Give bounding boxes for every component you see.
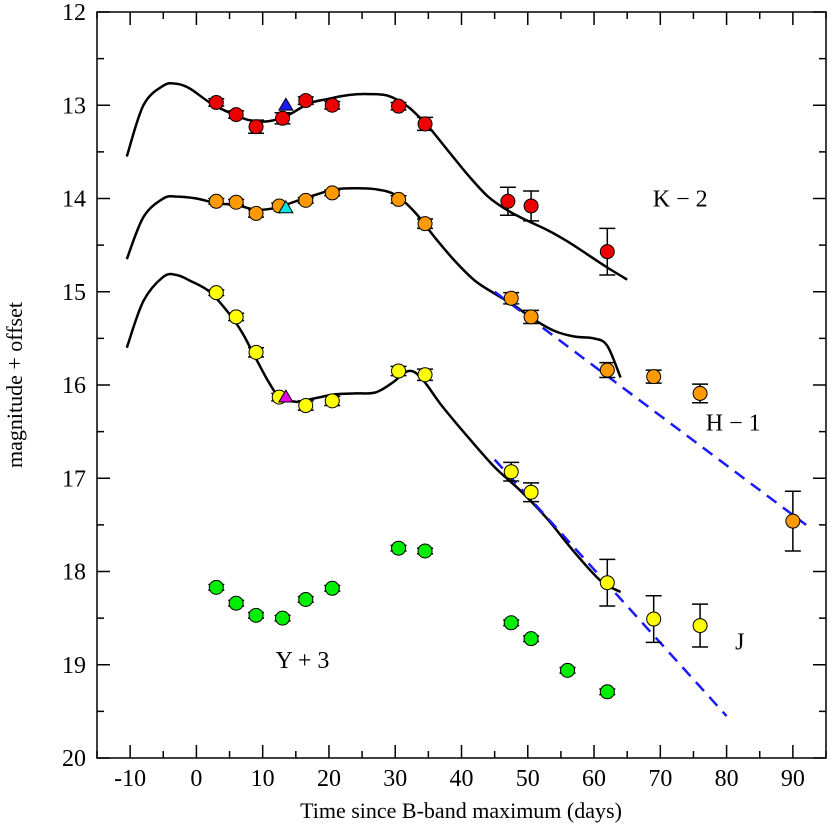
x-tick-label: 10 <box>251 766 275 792</box>
triangle-point <box>278 97 294 111</box>
data-point <box>391 540 407 556</box>
data-point <box>523 631 539 647</box>
data-point <box>228 595 244 611</box>
data-point <box>248 205 264 221</box>
x-tick-label: 20 <box>317 766 341 792</box>
data-points <box>208 93 801 700</box>
x-tick-label: 30 <box>383 766 407 792</box>
x-tick-label: 50 <box>516 766 540 792</box>
dashed-fit-line <box>493 290 807 526</box>
band-label: Y + 3 <box>275 648 329 674</box>
data-point <box>324 185 340 201</box>
band-label: J <box>735 629 744 655</box>
data-point <box>324 580 340 596</box>
data-point <box>208 579 224 595</box>
data-point <box>228 194 244 210</box>
data-point <box>646 611 662 627</box>
x-tick-label: 0 <box>190 766 202 792</box>
x-tick-label: -10 <box>114 766 146 792</box>
data-point <box>599 575 615 591</box>
x-tick-label: 60 <box>582 766 606 792</box>
data-point <box>417 367 433 383</box>
data-point <box>298 192 314 208</box>
data-point <box>417 216 433 232</box>
y-tick-label: 14 <box>62 187 86 213</box>
data-point <box>692 385 708 401</box>
data-point <box>298 93 314 109</box>
data-point <box>523 309 539 325</box>
y-tick-label: 20 <box>62 746 86 772</box>
x-axis-title: Time since B-band maximum (days) <box>300 798 622 823</box>
fit-curve <box>125 272 622 594</box>
band-labels: K − 2 H − 1 J Y + 3 <box>275 187 760 675</box>
y-axis-title: magnitude + offset <box>2 302 27 468</box>
x-tick-label: 40 <box>450 766 474 792</box>
data-point <box>248 119 264 135</box>
data-point <box>646 369 662 385</box>
data-point <box>275 610 291 626</box>
y-tick-label: 15 <box>62 280 86 306</box>
data-point <box>503 615 519 631</box>
plot-frame <box>96 11 827 759</box>
y-tick-label: 13 <box>62 93 86 119</box>
data-point <box>500 193 516 209</box>
data-point <box>275 110 291 126</box>
triangle-point <box>278 389 294 403</box>
y-tick-label: 18 <box>62 560 86 586</box>
data-point <box>692 618 708 634</box>
fit-curves <box>125 81 628 594</box>
x-tick-label: 90 <box>781 766 805 792</box>
data-point <box>228 107 244 123</box>
y-tick-labels: 12 13 14 15 16 17 18 19 20 <box>62 0 86 772</box>
x-tick-label: 70 <box>648 766 672 792</box>
data-point <box>417 116 433 132</box>
dashed-fit-lines <box>493 290 807 717</box>
y-tick-label: 12 <box>62 0 86 26</box>
data-point <box>248 607 264 623</box>
data-point <box>523 198 539 214</box>
x-tick-labels: -10 0 10 20 30 40 50 60 70 80 90 <box>114 766 805 792</box>
band-label: H − 1 <box>706 410 761 436</box>
data-point <box>208 285 224 301</box>
fit-curve <box>125 81 628 281</box>
band-label: K − 2 <box>653 187 708 213</box>
data-point <box>391 98 407 114</box>
axis-ticks <box>96 11 827 759</box>
data-point <box>785 513 801 529</box>
data-point <box>503 290 519 306</box>
data-point <box>208 193 224 209</box>
data-point <box>417 543 433 559</box>
x-tick-label: 80 <box>715 766 739 792</box>
data-point <box>560 662 576 678</box>
data-point <box>208 94 224 110</box>
data-point <box>391 191 407 207</box>
data-point <box>248 344 264 360</box>
triangle-point <box>278 199 294 214</box>
y-tick-label: 19 <box>62 653 86 679</box>
data-point <box>228 309 244 325</box>
dashed-fit-line <box>493 458 728 717</box>
y-tick-label: 16 <box>62 373 86 399</box>
data-point <box>324 393 340 409</box>
data-point <box>523 484 539 500</box>
data-point <box>503 464 519 480</box>
data-point <box>599 244 615 260</box>
data-point <box>298 591 314 607</box>
y-tick-label: 17 <box>62 466 86 492</box>
data-point <box>599 684 615 700</box>
data-point <box>391 363 407 379</box>
fit-curve <box>125 186 622 379</box>
data-point <box>298 398 314 414</box>
data-point <box>324 97 340 113</box>
data-point <box>599 362 615 378</box>
